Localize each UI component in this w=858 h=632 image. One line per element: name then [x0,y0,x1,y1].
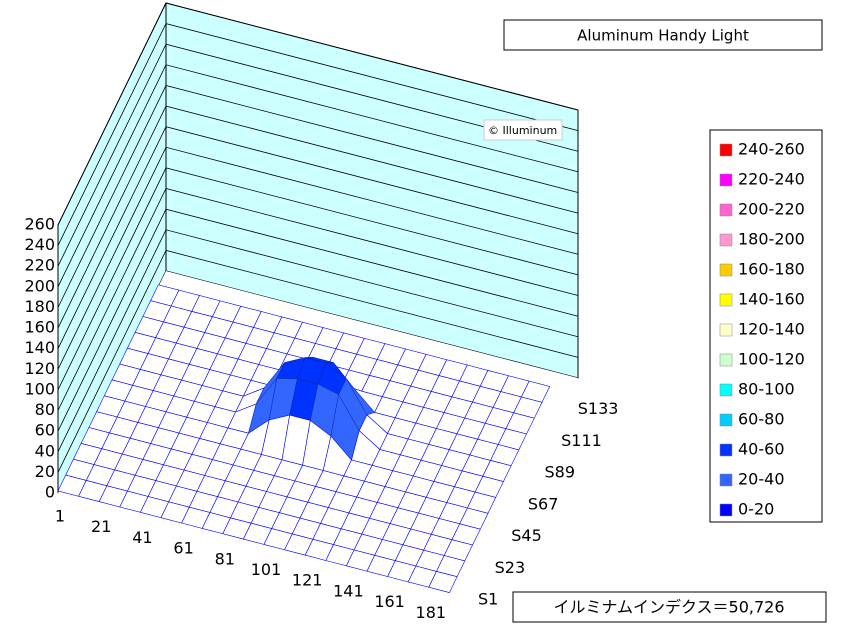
grid-line [57,229,579,452]
legend-label: 140-160 [738,290,805,309]
legend-swatch [719,383,733,397]
chart-title: Aluminum Handy Light [577,27,749,45]
legend-swatch [719,473,733,487]
z-tick-label: 80 [35,400,55,419]
legend-label: 80-100 [738,380,795,399]
legend-label: 160-180 [738,260,805,279]
grid-line [57,64,579,287]
grid-line [57,85,579,308]
footer-box [512,591,827,623]
z-tick-label: 40 [35,441,55,460]
surface-cell [428,571,458,593]
legend-swatch [719,353,733,367]
grid-line [57,167,579,391]
z-tick-label: 160 [24,318,55,337]
legend-label: 60-80 [738,410,785,429]
legend-swatch [719,293,733,307]
footer: イルミナムインデクス＝50,726 [553,598,784,617]
watermark: © Illuminum [488,124,557,137]
legend-label: 100-120 [738,350,805,369]
legend-label: 40-60 [738,440,785,459]
y-tick-label: S111 [561,431,602,450]
y-tick-label: S45 [511,526,542,545]
grid-line [57,126,579,349]
y-tick-label: S133 [578,399,619,418]
legend-swatch [719,503,733,517]
legend-swatch [719,413,733,427]
grid-line [57,23,579,246]
legend-swatch [719,233,733,247]
x-tick-label: 41 [132,528,152,547]
legend-swatch [719,263,733,277]
legend-label: 240-260 [738,140,805,159]
x-tick-label: 101 [251,560,282,579]
x-tick-label: 61 [173,539,193,558]
z-tick-label: 20 [35,462,55,481]
y-tick-label: S67 [528,494,559,513]
grid-line [57,188,579,411]
z-tick-label: 60 [35,421,55,440]
title-box [503,19,823,51]
legend-swatch [719,323,733,337]
legend-label: 20-40 [738,470,785,489]
legend-label: 120-140 [738,320,805,339]
legend-swatch [719,173,733,187]
z-tick-label: 260 [24,215,55,234]
grid-line [57,208,579,432]
x-tick-label: 181 [416,603,447,622]
z-tick-label: 120 [24,359,55,378]
grid-line [57,105,579,329]
z-tick-label: 0 [45,483,55,502]
z-tick-label: 220 [24,256,55,275]
legend-label: 180-200 [738,230,805,249]
legend-label: 220-240 [738,170,805,189]
y-tick-label: S23 [495,558,526,577]
legend-swatch [719,143,733,157]
plot: 0204060801001201401601802002202402601214… [24,2,619,622]
x-tick-label: 21 [91,517,111,536]
y-tick-label: S1 [478,590,498,609]
z-tick-label: 180 [24,297,55,316]
x-tick-label: 161 [374,592,405,611]
grid-line [57,249,579,473]
z-tick-label: 240 [24,235,55,254]
grid-line [57,146,579,370]
x-tick-label: 121 [292,571,323,590]
legend-swatch [719,443,733,457]
z-tick-label: 100 [24,379,55,398]
legend-swatch [719,203,733,217]
legend-label: 0-20 [738,500,774,519]
x-tick-label: 81 [215,549,235,568]
legend-label: 200-220 [738,200,805,219]
y-tick-label: S89 [545,463,576,482]
grid-line [57,2,579,226]
x-tick-label: 141 [333,581,364,600]
x-tick-label: 1 [55,507,65,526]
z-tick-label: 140 [24,338,55,357]
watermark-box [483,119,563,141]
grid-line [57,43,579,267]
z-tick-label: 200 [24,276,55,295]
